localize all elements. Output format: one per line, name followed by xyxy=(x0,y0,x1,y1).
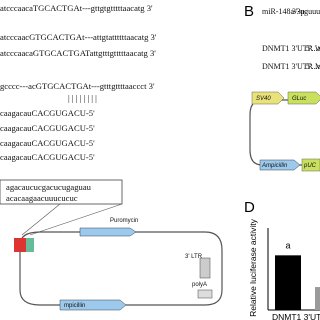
mirna: caagacauCACGUGACU-5' xyxy=(0,138,95,148)
mirna-name: miR-148a-3p xyxy=(262,7,305,16)
ltr-block xyxy=(199,257,211,279)
ori-block xyxy=(301,158,320,172)
construct-name: DNMT1 3'UTR WT xyxy=(262,44,320,53)
panel-label: D xyxy=(244,199,255,216)
promoter-block xyxy=(14,238,26,252)
gene-arrow xyxy=(287,91,320,105)
vector-label: SV40 xyxy=(256,96,271,102)
y-axis-label: Relative luciferase activity xyxy=(248,218,258,317)
bar-chart: D Relative luciferase activity a DNMT1 3'… xyxy=(244,199,320,320)
gene-arrow xyxy=(79,227,137,237)
vector-label: GLuc xyxy=(292,96,306,102)
vector-label: pUC xyxy=(303,163,317,169)
vector-label: Puromycin xyxy=(110,218,138,224)
polya-block xyxy=(197,289,213,299)
vector-label: 3' LTR xyxy=(185,254,203,260)
sequence: atcccaacaGTGCACTGATattgtttgtttttaacatg 3… xyxy=(0,48,156,58)
panel-label: B xyxy=(244,3,254,20)
gene-arrow xyxy=(251,91,285,105)
bar xyxy=(275,255,301,310)
reporter-map xyxy=(249,99,320,166)
gene-arrow xyxy=(59,299,127,311)
construct-sequence: 5'...a xyxy=(306,44,320,53)
vector-map xyxy=(19,203,223,306)
sequence: atcccaacGTGCACTGAt---attgtattttttaacatg … xyxy=(0,32,157,42)
mirna: caagacauCACGUGACU-5' xyxy=(0,152,95,162)
bar xyxy=(315,287,320,310)
mirna: caagacauCACGUGACU-5' xyxy=(0,123,95,133)
mirna: caagacauCACGUGACU-5' xyxy=(0,108,95,118)
pairing: | | | | | | | | xyxy=(68,93,97,103)
insert-block xyxy=(26,238,34,252)
sequence: gcccc---acGTGCACTGAt---gtttgttttaaccct 3… xyxy=(0,81,155,91)
significance-letter: a xyxy=(285,240,290,250)
vector-label: mpicillin xyxy=(64,303,85,309)
shrna: acacaagaacuuucucuc xyxy=(6,193,78,203)
shrna: agacaucucgacucugaguau xyxy=(6,182,92,192)
construct-name: DNMT1 3'UTR MUT xyxy=(262,62,320,71)
gene-arrow xyxy=(259,159,301,171)
vector-label: Ampicillin xyxy=(261,163,288,169)
shrna-box xyxy=(0,179,123,205)
sequence: atcccaacaTGCACTGAt---gttgtgtttttaacatg 3… xyxy=(0,3,153,13)
vector-label: polyA xyxy=(192,282,207,288)
construct-sequence: 5'...a xyxy=(306,62,320,71)
mirna-sequence: 3'-uguuu xyxy=(292,7,320,16)
x-tick-label: DNMT1 3'UTR WT xyxy=(272,312,320,320)
